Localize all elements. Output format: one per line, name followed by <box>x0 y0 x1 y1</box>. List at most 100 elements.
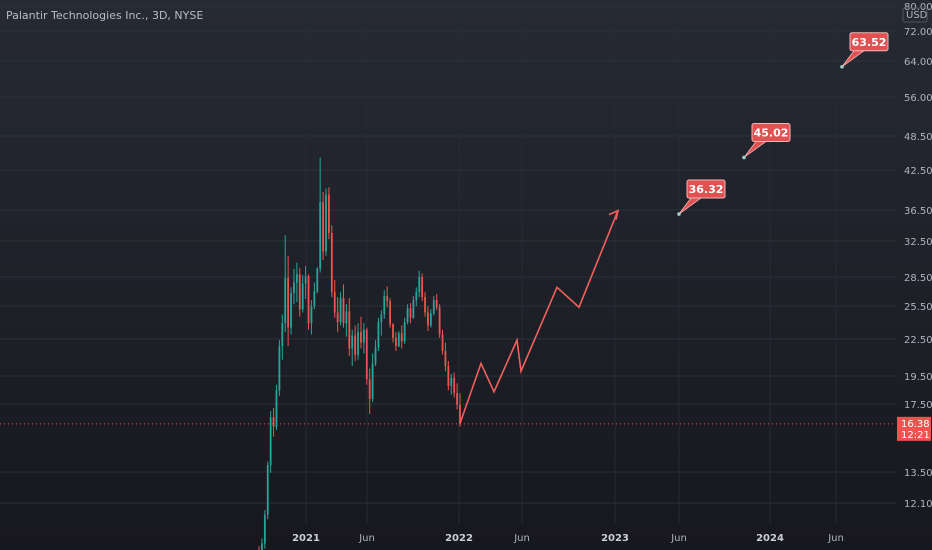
candle <box>345 304 348 337</box>
candle <box>266 461 269 520</box>
candle-body <box>298 274 301 310</box>
candle <box>269 410 272 473</box>
candle-body <box>459 404 461 424</box>
candle-body <box>281 323 284 347</box>
callout-pointer <box>678 197 702 215</box>
price-callout: 63.52 <box>840 32 889 69</box>
candle <box>333 279 336 318</box>
candle-body <box>435 300 438 308</box>
candle <box>400 325 403 349</box>
candle <box>421 273 424 302</box>
candle-body <box>427 312 429 326</box>
axis-layer: 80.00 72.00 64.00 56.00 48.50 42.50 36.50 32.50… <box>292 2 932 544</box>
candle-body <box>351 335 354 349</box>
candle-body <box>325 194 327 252</box>
candle <box>456 383 458 410</box>
candle-body <box>380 314 383 323</box>
y-tick-label: 32.50 <box>904 237 932 248</box>
price-callout: 45.02 <box>742 122 791 160</box>
candle-body <box>345 311 348 324</box>
candle <box>380 310 383 336</box>
candle-body <box>333 292 336 313</box>
candle <box>441 329 444 355</box>
candle <box>307 274 310 330</box>
candle <box>284 235 287 333</box>
candle <box>403 317 406 344</box>
candle <box>389 298 391 328</box>
candle <box>336 297 339 333</box>
candle <box>360 316 362 349</box>
y-tick-label: 22.50 <box>904 335 932 346</box>
current-price-time: 12:21 <box>901 430 930 441</box>
candle-body <box>304 276 307 284</box>
candle <box>348 298 351 356</box>
candle-body <box>438 307 441 335</box>
candle-body <box>284 277 287 324</box>
candle <box>354 325 357 361</box>
candle-body <box>415 292 418 301</box>
candle <box>287 255 290 347</box>
chart-title: Palantir Technologies Inc., 3D, NYSE <box>6 9 204 22</box>
candle-body <box>266 465 269 515</box>
candle-body <box>313 291 316 307</box>
candle <box>362 323 365 354</box>
candle-body <box>339 298 342 323</box>
candle-body <box>290 293 292 328</box>
projection-layer <box>459 209 620 424</box>
candle-body <box>441 334 444 351</box>
candle <box>429 309 432 328</box>
candle-body <box>310 306 313 324</box>
y-tick-label: 48.50 <box>904 132 932 143</box>
candle <box>357 323 359 360</box>
currency-label: USD <box>906 10 928 21</box>
candle <box>447 360 450 391</box>
candle-body <box>383 296 386 315</box>
candle <box>330 225 333 298</box>
candle <box>383 290 386 319</box>
candle-body <box>386 296 389 302</box>
callout-anchor <box>840 64 844 69</box>
candle-body <box>447 366 450 387</box>
candle-body <box>406 308 409 323</box>
callout-anchor <box>677 212 681 216</box>
x-tick-label: Jun <box>358 533 375 544</box>
y-tick-label: 19.50 <box>904 372 932 383</box>
y-tick-label: 28.50 <box>904 273 932 284</box>
candle-body <box>357 332 359 355</box>
candle <box>409 303 412 324</box>
candle-body <box>336 312 339 323</box>
candle <box>342 284 345 328</box>
candle <box>263 510 266 549</box>
current-price-badge <box>897 416 931 441</box>
candle <box>272 407 275 437</box>
candle-body <box>395 337 397 347</box>
callout-layer: 36.32 45.02 63.52 <box>677 32 889 216</box>
candle <box>432 296 435 316</box>
candle <box>371 353 374 402</box>
candle <box>319 157 322 273</box>
callout-label: 63.52 <box>852 36 887 49</box>
candle <box>278 340 281 397</box>
y-tick-label: 17.50 <box>904 400 932 411</box>
candle <box>424 292 426 317</box>
candle <box>293 268 295 305</box>
projection-arrowhead <box>608 209 620 220</box>
callout-box <box>751 122 791 142</box>
candle <box>328 187 330 240</box>
currency-box <box>902 7 928 23</box>
candle-body <box>365 329 368 380</box>
candle-body <box>328 194 330 233</box>
candle-body <box>403 322 406 342</box>
candle-body <box>374 347 377 364</box>
callout-box <box>849 32 889 52</box>
candle-body <box>409 308 412 318</box>
candle-body <box>418 277 421 293</box>
candle-body <box>301 283 304 310</box>
candle-body <box>272 417 275 427</box>
candle-body <box>424 297 426 313</box>
candle <box>406 304 409 325</box>
candle-body <box>444 350 447 367</box>
candle <box>392 323 394 343</box>
candle <box>290 287 292 335</box>
